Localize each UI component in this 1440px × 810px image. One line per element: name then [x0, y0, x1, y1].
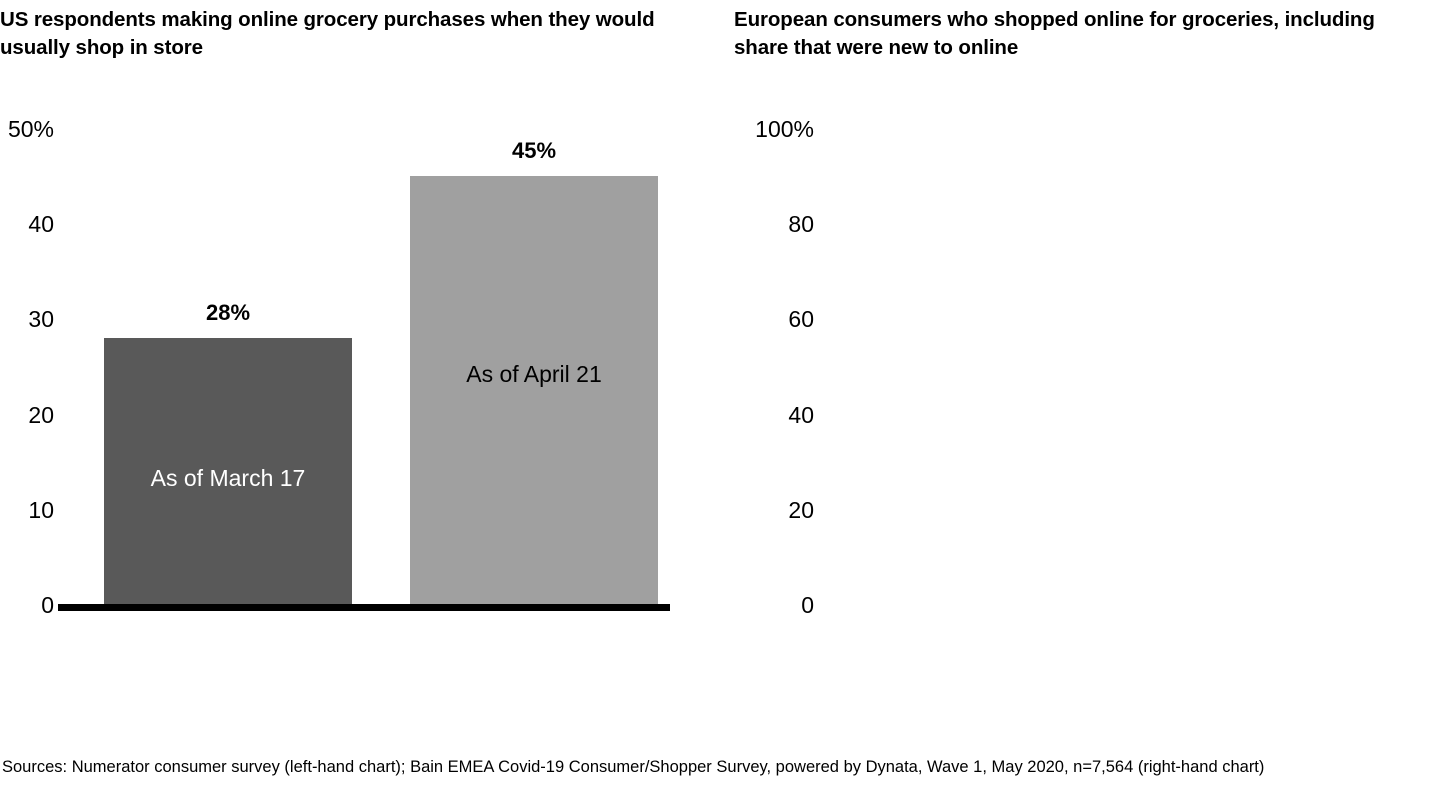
left-axis-baseline — [58, 604, 670, 611]
bar-as-of-march-17[interactable]: As of March 17 28% — [104, 302, 352, 606]
bar-value-label-march: 28% — [205, 300, 251, 326]
right-y-tick-40: 40 — [788, 402, 814, 428]
left-y-tick-40: 40 — [28, 211, 54, 237]
left-chart-title: US respondents making online grocery pur… — [0, 8, 655, 59]
right-y-axis: 100% 80 60 40 20 0 — [730, 0, 1440, 740]
right-y-tick-100: 100% — [755, 116, 814, 142]
left-y-tick-50: 50% — [7, 116, 54, 142]
left-chart-panel: US respondents making online grocery pur… — [0, 0, 720, 740]
bar-fill-march — [104, 338, 352, 606]
right-y-tick-60: 60 — [788, 306, 814, 332]
bar-value-label-april: 45% — [511, 137, 557, 163]
left-y-tick-0: 0 — [41, 592, 54, 618]
bar-inner-label-april: As of April 21 — [466, 361, 602, 387]
left-plot-area: As of March 17 28% As of April 21 45% — [62, 128, 662, 606]
left-y-tick-10: 10 — [28, 497, 54, 523]
bar-fill-april — [410, 175, 658, 606]
left-y-tick-20: 20 — [28, 402, 54, 428]
source-note: Sources: Numerator consumer survey (left… — [2, 758, 1265, 776]
bar-as-of-april-21[interactable]: As of April 21 45% — [410, 139, 658, 606]
left-y-axis: 50% 40 30 20 10 0 — [0, 0, 720, 740]
right-y-tick-0: 0 — [801, 592, 814, 618]
right-chart-title: European consumers who shopped online fo… — [734, 8, 1375, 59]
right-y-tick-20: 20 — [788, 497, 814, 523]
right-y-tick-80: 80 — [788, 211, 814, 237]
left-y-tick-30: 30 — [28, 306, 54, 332]
bar-inner-label-march: As of March 17 — [150, 465, 306, 491]
right-chart-panel: European consumers who shopped online fo… — [730, 0, 1440, 740]
